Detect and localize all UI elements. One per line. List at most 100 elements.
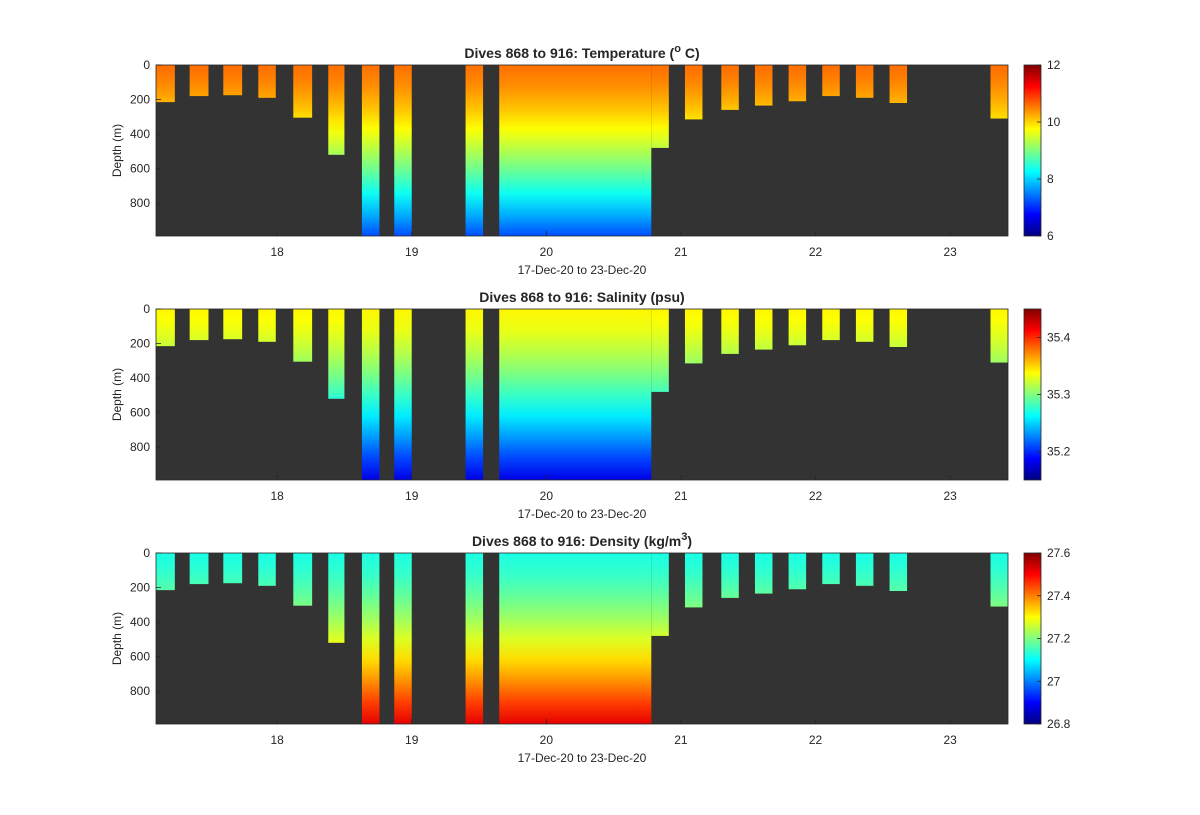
profile-column [788, 553, 807, 590]
chart-title-main: Dives 868 to 916: Density (kg/m [472, 533, 681, 549]
profile-column [189, 553, 209, 585]
profile-column [822, 309, 840, 341]
y-tick-label: 400 [130, 615, 150, 629]
y-tick-label: 0 [143, 546, 150, 560]
profile-column [328, 65, 345, 155]
profile-column [394, 553, 412, 724]
profile-column [499, 65, 652, 236]
x-tick-label: 22 [809, 733, 823, 747]
profile-column [822, 553, 840, 585]
profile-column [721, 65, 739, 110]
profile-column [258, 553, 276, 586]
y-tick-label: 200 [130, 337, 150, 351]
profile-column [889, 309, 908, 347]
colorbar [1023, 64, 1042, 237]
colorbar-tick-label: 8 [1047, 172, 1054, 186]
y-tick-label: 600 [130, 650, 150, 664]
profile-column [394, 65, 412, 236]
profile-column [754, 553, 773, 594]
profile-column [223, 553, 243, 584]
axes-frame [155, 64, 1009, 237]
profile-column [156, 553, 175, 591]
x-tick-label: 20 [540, 489, 554, 503]
chart-title-superscript: 3 [681, 531, 687, 543]
y-tick-label: 600 [130, 406, 150, 420]
y-tick-label: 800 [130, 684, 150, 698]
panel-2: 18 19 20 21 22 23 0 200 400 600 800 Dives 868 to 91… [110, 531, 1071, 765]
profile-column [361, 65, 380, 236]
axes-frame [155, 552, 1009, 725]
chart-title-main: Dives 868 to 916: Temperature ( [464, 45, 674, 61]
x-tick-label: 22 [809, 245, 823, 259]
profile-column [189, 309, 209, 341]
y-tick-label: 400 [130, 371, 150, 385]
profile-column [754, 65, 773, 106]
profile-column [651, 309, 669, 392]
x-tick-label: 18 [270, 245, 284, 259]
profile-column [889, 553, 908, 591]
axes-frame [155, 308, 1009, 481]
y-axis-label: Depth (m) [110, 612, 124, 665]
x-tick-label: 22 [809, 489, 823, 503]
x-tick-label: 19 [405, 245, 419, 259]
profile-column [499, 553, 652, 724]
profile-column [855, 553, 874, 586]
colorbar-tick-label: 35.3 [1047, 388, 1071, 402]
profile-column [328, 553, 345, 643]
chart-title-tail: ) [687, 533, 692, 549]
y-tick-label: 400 [130, 127, 150, 141]
profile-column [684, 65, 703, 120]
y-tick-label: 0 [143, 302, 150, 316]
y-tick-label: 800 [130, 440, 150, 454]
profile-column [721, 553, 739, 598]
x-tick-label: 18 [270, 489, 284, 503]
panel-1: 18 19 20 21 22 23 0 200 400 600 800 Dives 868 to 91… [110, 289, 1071, 521]
panel-0: 18 19 20 21 22 23 0 200 400 600 800 Dives 868 to 91… [110, 43, 1061, 277]
x-axis-label: 17-Dec-20 to 23-Dec-20 [518, 751, 647, 765]
x-tick-label: 23 [943, 245, 957, 259]
x-tick-label: 19 [405, 733, 419, 747]
profile-column [651, 553, 669, 636]
x-tick-label: 20 [540, 245, 554, 259]
profile-column [499, 309, 652, 480]
y-tick-label: 600 [130, 162, 150, 176]
profile-column [990, 553, 1008, 607]
chart-title-tail: C) [681, 45, 700, 61]
x-tick-label: 20 [540, 733, 554, 747]
y-tick-label: 0 [143, 58, 150, 72]
profile-column [361, 553, 380, 724]
profile-column [156, 309, 175, 347]
profile-column [855, 309, 874, 342]
profile-column [788, 65, 807, 102]
y-axis-label: Depth (m) [110, 124, 124, 177]
x-tick-label: 21 [674, 733, 688, 747]
x-tick-label: 18 [270, 733, 284, 747]
colorbar-tick-label: 6 [1047, 229, 1054, 243]
profile-column [721, 309, 739, 354]
profile-column [822, 65, 840, 97]
chart-title: Dives 868 to 916: Density (kg/m3) [472, 531, 692, 549]
chart-title-main: Dives 868 to 916: Salinity (psu) [479, 289, 684, 305]
profile-column [788, 309, 807, 346]
profile-column [889, 65, 908, 103]
profile-column [754, 309, 773, 350]
colorbar-tick-label: 26.8 [1047, 717, 1071, 731]
profile-column [855, 65, 874, 98]
profile-column [684, 553, 703, 608]
x-axis-label: 17-Dec-20 to 23-Dec-20 [518, 263, 647, 277]
profile-column [293, 553, 313, 606]
x-tick-label: 23 [943, 733, 957, 747]
profile-column [465, 65, 484, 236]
profile-column [293, 309, 313, 362]
x-axis-label: 17-Dec-20 to 23-Dec-20 [518, 507, 647, 521]
colorbar-tick-label: 27 [1047, 674, 1061, 688]
y-tick-label: 200 [130, 93, 150, 107]
x-tick-label: 21 [674, 489, 688, 503]
profile-column [361, 309, 380, 480]
profile-column [651, 65, 669, 148]
x-tick-label: 23 [943, 489, 957, 503]
colorbar-tick-label: 27.6 [1047, 546, 1071, 560]
profile-column [684, 309, 703, 364]
profile-column [465, 553, 484, 724]
